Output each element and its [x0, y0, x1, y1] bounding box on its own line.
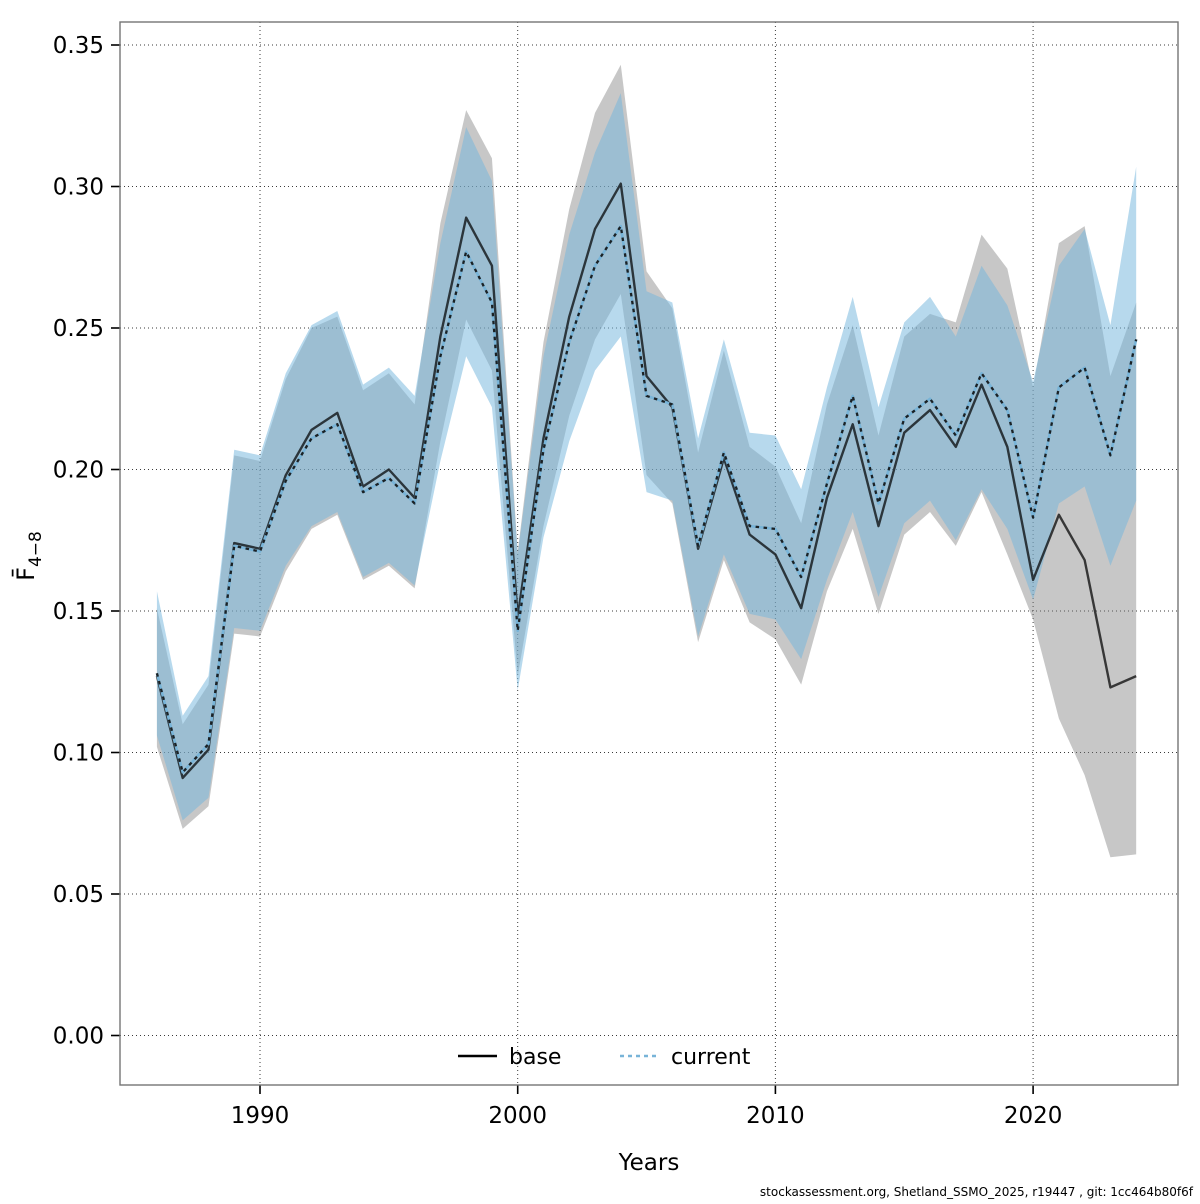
footer-attribution: stockassessment.org, Shetland_SSMO_2025,… — [760, 1185, 1194, 1199]
y-tick-label: 0.30 — [53, 175, 104, 201]
current-ci-band — [156, 93, 1137, 821]
plot-frame — [119, 21, 1179, 1086]
y-tick-label: 0.05 — [53, 882, 104, 908]
current-series-dashed-line — [155, 224, 1138, 774]
y-tick-label: 0.10 — [53, 741, 104, 767]
y-tick-label: 0.35 — [53, 33, 104, 59]
x-tick-label: 1990 — [231, 1103, 290, 1129]
plot-render-root: 0.00 0.05 0.10 0.15 0.20 0.25 0.30 0.35 1990 2000… — [53, 22, 1178, 1129]
x-tick-label: 2020 — [1004, 1103, 1063, 1129]
legend: base current — [458, 1045, 751, 1070]
y-axis-title-main: F̄ — [11, 567, 40, 581]
x-tick-label: 2010 — [746, 1103, 805, 1129]
legend-base-label: base — [509, 1045, 561, 1070]
y-axis-title-subscript: 4−8 — [26, 531, 46, 567]
y-axis-title: F̄4−8 — [11, 531, 46, 581]
y-tick-label: 0.00 — [53, 1024, 104, 1050]
legend-current-label: current — [671, 1045, 751, 1070]
y-tick-label: 0.20 — [53, 458, 104, 484]
base-series-line — [155, 182, 1137, 780]
x-tick-label: 2000 — [488, 1103, 547, 1129]
y-tick-label: 0.25 — [53, 316, 104, 342]
x-axis-title: Years — [618, 1150, 680, 1176]
y-tick-label: 0.15 — [53, 599, 104, 625]
